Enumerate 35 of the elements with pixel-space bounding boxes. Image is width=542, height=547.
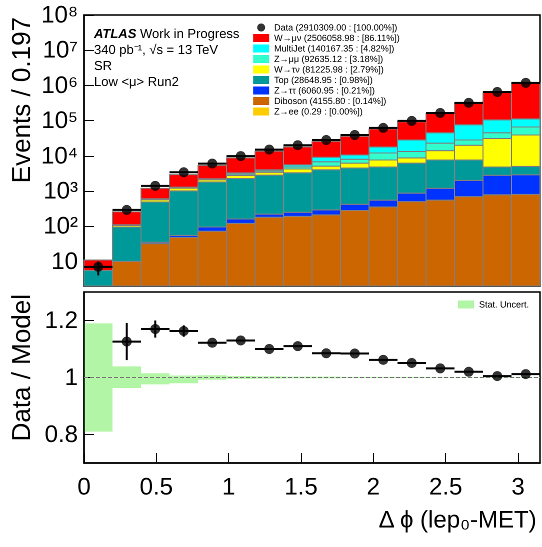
legend-label: Stat. Uncert. (478, 300, 530, 310)
legend-label: Data (2910309.00 : [100.00%]) (274, 22, 398, 32)
legend-label: W→μν (2506058.98 : [86.11%]) (274, 33, 400, 43)
y-tick-label: 10² (43, 212, 78, 240)
y-tick-label: 10⁶ (41, 72, 78, 99)
x-tick-label: 0 (77, 474, 91, 500)
legend-label: Z→μμ (92635.12 : [3.18%]) (274, 54, 384, 64)
annotation: ATLAS Work in Progress (93, 26, 240, 41)
x-axis-title: Δ ϕ (lep₀-MET) (378, 506, 537, 534)
y-tick-label: 10 (51, 248, 78, 275)
annotation: Low <μ> Run2 (94, 74, 179, 89)
y-tick-label: 10³ (43, 178, 78, 204)
legend-label: Diboson (4155.80 : [0.14%]) (274, 96, 386, 106)
x-tick-label: 2.5 (428, 474, 462, 500)
legend-label: MultiJet (140167.35 : [4.82%]) (274, 44, 394, 54)
y-tick-label: 0.8 (44, 421, 78, 448)
x-tick-label: 3 (511, 474, 525, 500)
x-tick-label: 0.5 (140, 474, 174, 500)
legend-label: Top (28648.95 : [0.98%]) (274, 75, 373, 85)
annotation: 340 pb⁻¹, √s = 13 TeV (94, 42, 218, 57)
y-tick-label: 1 (64, 364, 78, 391)
x-tick-label: 1 (222, 474, 236, 500)
legend-label: Z→ee (0.29 : [0.00%]) (274, 106, 363, 116)
legend-label: W→τν (81225.98 : [2.79%]) (274, 64, 384, 74)
y-tick-label: 10⁷ (42, 36, 78, 64)
y-tick-label: 1.2 (44, 307, 78, 334)
y-tick-label: 10⁸ (41, 2, 78, 28)
y-tick-label: 10⁵ (41, 107, 78, 134)
y-axis-title: Events / 0.197 (6, 17, 36, 184)
annotation: SR (94, 58, 112, 73)
x-tick-label: 1.5 (284, 474, 318, 500)
y-axis-title: Data / Model (6, 294, 36, 442)
y-tick-label: 10⁴ (40, 142, 78, 170)
x-tick-label: 2 (366, 474, 380, 500)
legend-label: Z→ττ (6060.95 : [0.21%]) (274, 86, 375, 96)
